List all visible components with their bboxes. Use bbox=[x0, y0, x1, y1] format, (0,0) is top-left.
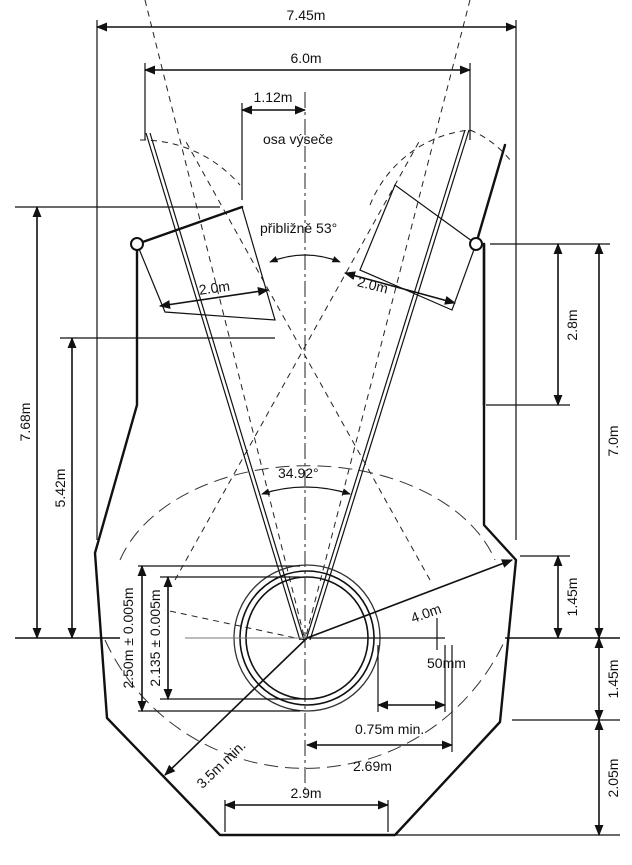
sector-angle-label: přibližně 53° bbox=[260, 220, 337, 236]
gate-sweep-diagonal-left bbox=[174, 139, 421, 581]
dim-7.0-label: 7.0m bbox=[605, 425, 621, 456]
hinge-pivot-right bbox=[469, 237, 483, 251]
dim-6.0-label: 6.0m bbox=[290, 50, 321, 66]
dim-1.45-upper-label: 1.45m bbox=[564, 578, 580, 617]
radius-4m-line bbox=[306, 559, 514, 639]
net-rod-left-b bbox=[149, 132, 305, 641]
radius-arc-3.5m bbox=[119, 465, 496, 561]
landing-angle-arc bbox=[261, 486, 351, 495]
net-rod-left-a bbox=[145, 132, 301, 641]
dim-2.135-label: 2.135 ± 0.005m bbox=[147, 589, 163, 686]
dim-gate-left-label: 2.0m bbox=[198, 278, 231, 298]
dim-7.45-label: 7.45m bbox=[287, 7, 326, 23]
dim-1.12-label: 1.12m bbox=[254, 89, 293, 105]
dim-gate-right-line bbox=[343, 271, 457, 305]
gate-panel-left bbox=[136, 206, 276, 321]
dim-1.45-lower-label: 1.45m bbox=[605, 660, 621, 699]
dim-0.75-label: 0.75m min. bbox=[355, 721, 424, 737]
dim-gate-right-label: 2.0m bbox=[356, 273, 390, 296]
dim-2.05-label: 2.05m bbox=[605, 759, 621, 798]
hinge-pivot-left bbox=[130, 237, 144, 251]
net-rod-right-b bbox=[309, 129, 470, 641]
gate-panel-top-right bbox=[474, 143, 507, 246]
dim-2.50-label: 2.50m ± 0.005m bbox=[120, 587, 136, 688]
landing-angle-label: 34.92° bbox=[278, 465, 319, 481]
dim-5.42-label: 5.42m bbox=[52, 469, 68, 508]
dim-2.9-label: 2.9m bbox=[290, 785, 321, 801]
sector-angle-arc bbox=[269, 254, 341, 263]
dim-2.8-label: 2.8m bbox=[564, 309, 580, 340]
radius-3.5m-label: 3.5m min. bbox=[193, 737, 248, 791]
dim-7.68-label: 7.68m bbox=[17, 403, 33, 442]
radius-3.5m-line bbox=[164, 637, 308, 776]
net-rod-right-a bbox=[305, 129, 466, 641]
dim-2.69-label: 2.69m bbox=[353, 758, 392, 774]
gate-swing-arc-right-outer bbox=[469, 129, 511, 161]
radius-arc-4m bbox=[104, 639, 506, 769]
sector-line-right bbox=[304, 0, 471, 641]
dim-50mm-label: 50mm bbox=[427, 655, 466, 671]
dim-gate-left-line bbox=[158, 287, 270, 309]
gate-swing-arc-right bbox=[369, 129, 471, 206]
sector-axis-label: osa výseče bbox=[263, 131, 333, 147]
radius-4m-label: 4.0m bbox=[409, 600, 444, 626]
